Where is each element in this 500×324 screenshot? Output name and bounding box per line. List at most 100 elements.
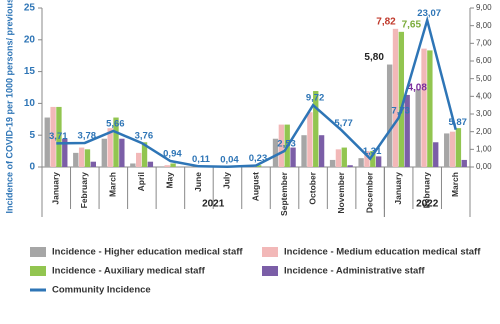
line-value-label: 3,76 xyxy=(135,131,154,142)
legend-swatch xyxy=(30,247,46,257)
bar xyxy=(370,151,376,167)
bar xyxy=(421,48,427,168)
bar xyxy=(113,117,119,167)
bar xyxy=(147,161,154,167)
bar xyxy=(375,156,382,167)
legend-swatch xyxy=(262,266,278,276)
y2-tick-label: 1,00 xyxy=(476,144,492,153)
line-value-label: 5,66 xyxy=(106,119,125,130)
x-tick-label: March xyxy=(108,172,118,197)
bar xyxy=(341,147,347,167)
legend-swatch xyxy=(30,266,46,276)
x-tick-label: April xyxy=(136,172,146,191)
line-value-label: 0,23 xyxy=(249,153,268,164)
y2-tick-label: 9,00 xyxy=(476,3,492,12)
y2-tick-label: 0,00 xyxy=(476,162,492,171)
bar xyxy=(170,163,176,167)
x-tick-label: May xyxy=(165,172,175,189)
bar xyxy=(44,117,50,167)
y2-tick-label: 2,00 xyxy=(476,127,492,136)
y-tick-label: 0 xyxy=(29,162,35,173)
bar xyxy=(256,165,262,167)
y-tick-label: 5 xyxy=(29,130,35,141)
bar xyxy=(78,147,85,167)
bar xyxy=(461,159,467,167)
bar xyxy=(56,106,62,167)
line-value-label: 9,72 xyxy=(306,93,325,104)
bar xyxy=(73,152,79,167)
line-value-label: 23,07 xyxy=(417,8,441,19)
x-tick-label: January xyxy=(51,172,61,205)
y2-tick-label: 5,00 xyxy=(476,74,492,83)
bar xyxy=(130,163,136,167)
group-label: 2022 xyxy=(416,199,439,210)
bar xyxy=(427,50,433,167)
x-tick-label: June xyxy=(193,172,203,192)
bar xyxy=(278,124,285,167)
y2-tick-label: 3,00 xyxy=(476,109,492,118)
bar xyxy=(101,138,107,167)
bar xyxy=(415,89,421,167)
bar xyxy=(329,159,336,167)
bar-value-label: 4,08 xyxy=(407,83,427,94)
bar xyxy=(164,165,170,167)
x-tick-label: February xyxy=(421,172,431,209)
x-tick-label: October xyxy=(307,171,317,204)
bar xyxy=(358,158,364,167)
bar xyxy=(313,91,319,167)
bar xyxy=(119,138,125,167)
legend-label: Community Incidence xyxy=(52,285,151,296)
x-tick-label: July xyxy=(222,172,232,189)
x-tick-label: September xyxy=(279,171,289,216)
y2-tick-label: 8,00 xyxy=(476,21,492,30)
line-value-label: 5,77 xyxy=(334,118,353,129)
line-value-label: 0,94 xyxy=(163,149,182,160)
bar xyxy=(404,94,410,167)
line xyxy=(56,15,457,168)
bar xyxy=(290,147,296,167)
bar xyxy=(392,28,399,168)
legend-swatch xyxy=(262,247,278,257)
bar xyxy=(364,151,370,167)
x-tick-label: January xyxy=(393,172,403,205)
bar xyxy=(386,64,393,167)
y2-tick-label: 6,00 xyxy=(476,56,492,65)
bar xyxy=(84,149,91,167)
y-axis-title: Incidence of COVID-19 per 1000 persons/ … xyxy=(4,0,14,214)
x-tick-label: November xyxy=(336,171,346,213)
bar xyxy=(136,152,142,167)
group-label: 2021 xyxy=(202,199,225,210)
line-value-label: 5,87 xyxy=(448,117,467,128)
line-value-label: 0,04 xyxy=(220,154,239,165)
line-value-label: 3,78 xyxy=(78,130,97,141)
legend-label: Incidence - Auxiliary medical staff xyxy=(52,266,206,277)
bar xyxy=(301,135,307,167)
legend-label: Incidence - Higher education medical sta… xyxy=(52,247,243,258)
x-tick-label: February xyxy=(79,172,89,209)
bar xyxy=(433,142,439,167)
bar xyxy=(455,128,462,167)
legend-label: Incidence - Administrative staff xyxy=(284,266,425,277)
line-value-label: 0,11 xyxy=(192,154,211,165)
y-tick-label: 25 xyxy=(24,3,36,14)
bar xyxy=(335,149,342,167)
line-value-label: 3,71 xyxy=(49,131,68,142)
line-value-label: 7,73 xyxy=(391,105,410,116)
bar xyxy=(90,161,96,167)
bar xyxy=(62,138,68,167)
line-value-label: 1,31 xyxy=(363,146,382,157)
bar xyxy=(449,131,456,167)
bar xyxy=(398,31,405,167)
y-tick-label: 15 xyxy=(24,66,36,77)
bar xyxy=(444,133,450,167)
bar xyxy=(347,165,353,167)
y2-tick-label: 4,00 xyxy=(476,91,492,100)
y-tick-label: 10 xyxy=(24,98,36,109)
line-value-label: 2,53 xyxy=(277,138,296,149)
bar xyxy=(272,138,279,167)
y-tick-label: 20 xyxy=(24,34,36,45)
x-tick-label: December xyxy=(364,171,374,213)
bar-value-label: 7,65 xyxy=(402,19,422,30)
y2-tick-label: 7,00 xyxy=(476,38,492,47)
